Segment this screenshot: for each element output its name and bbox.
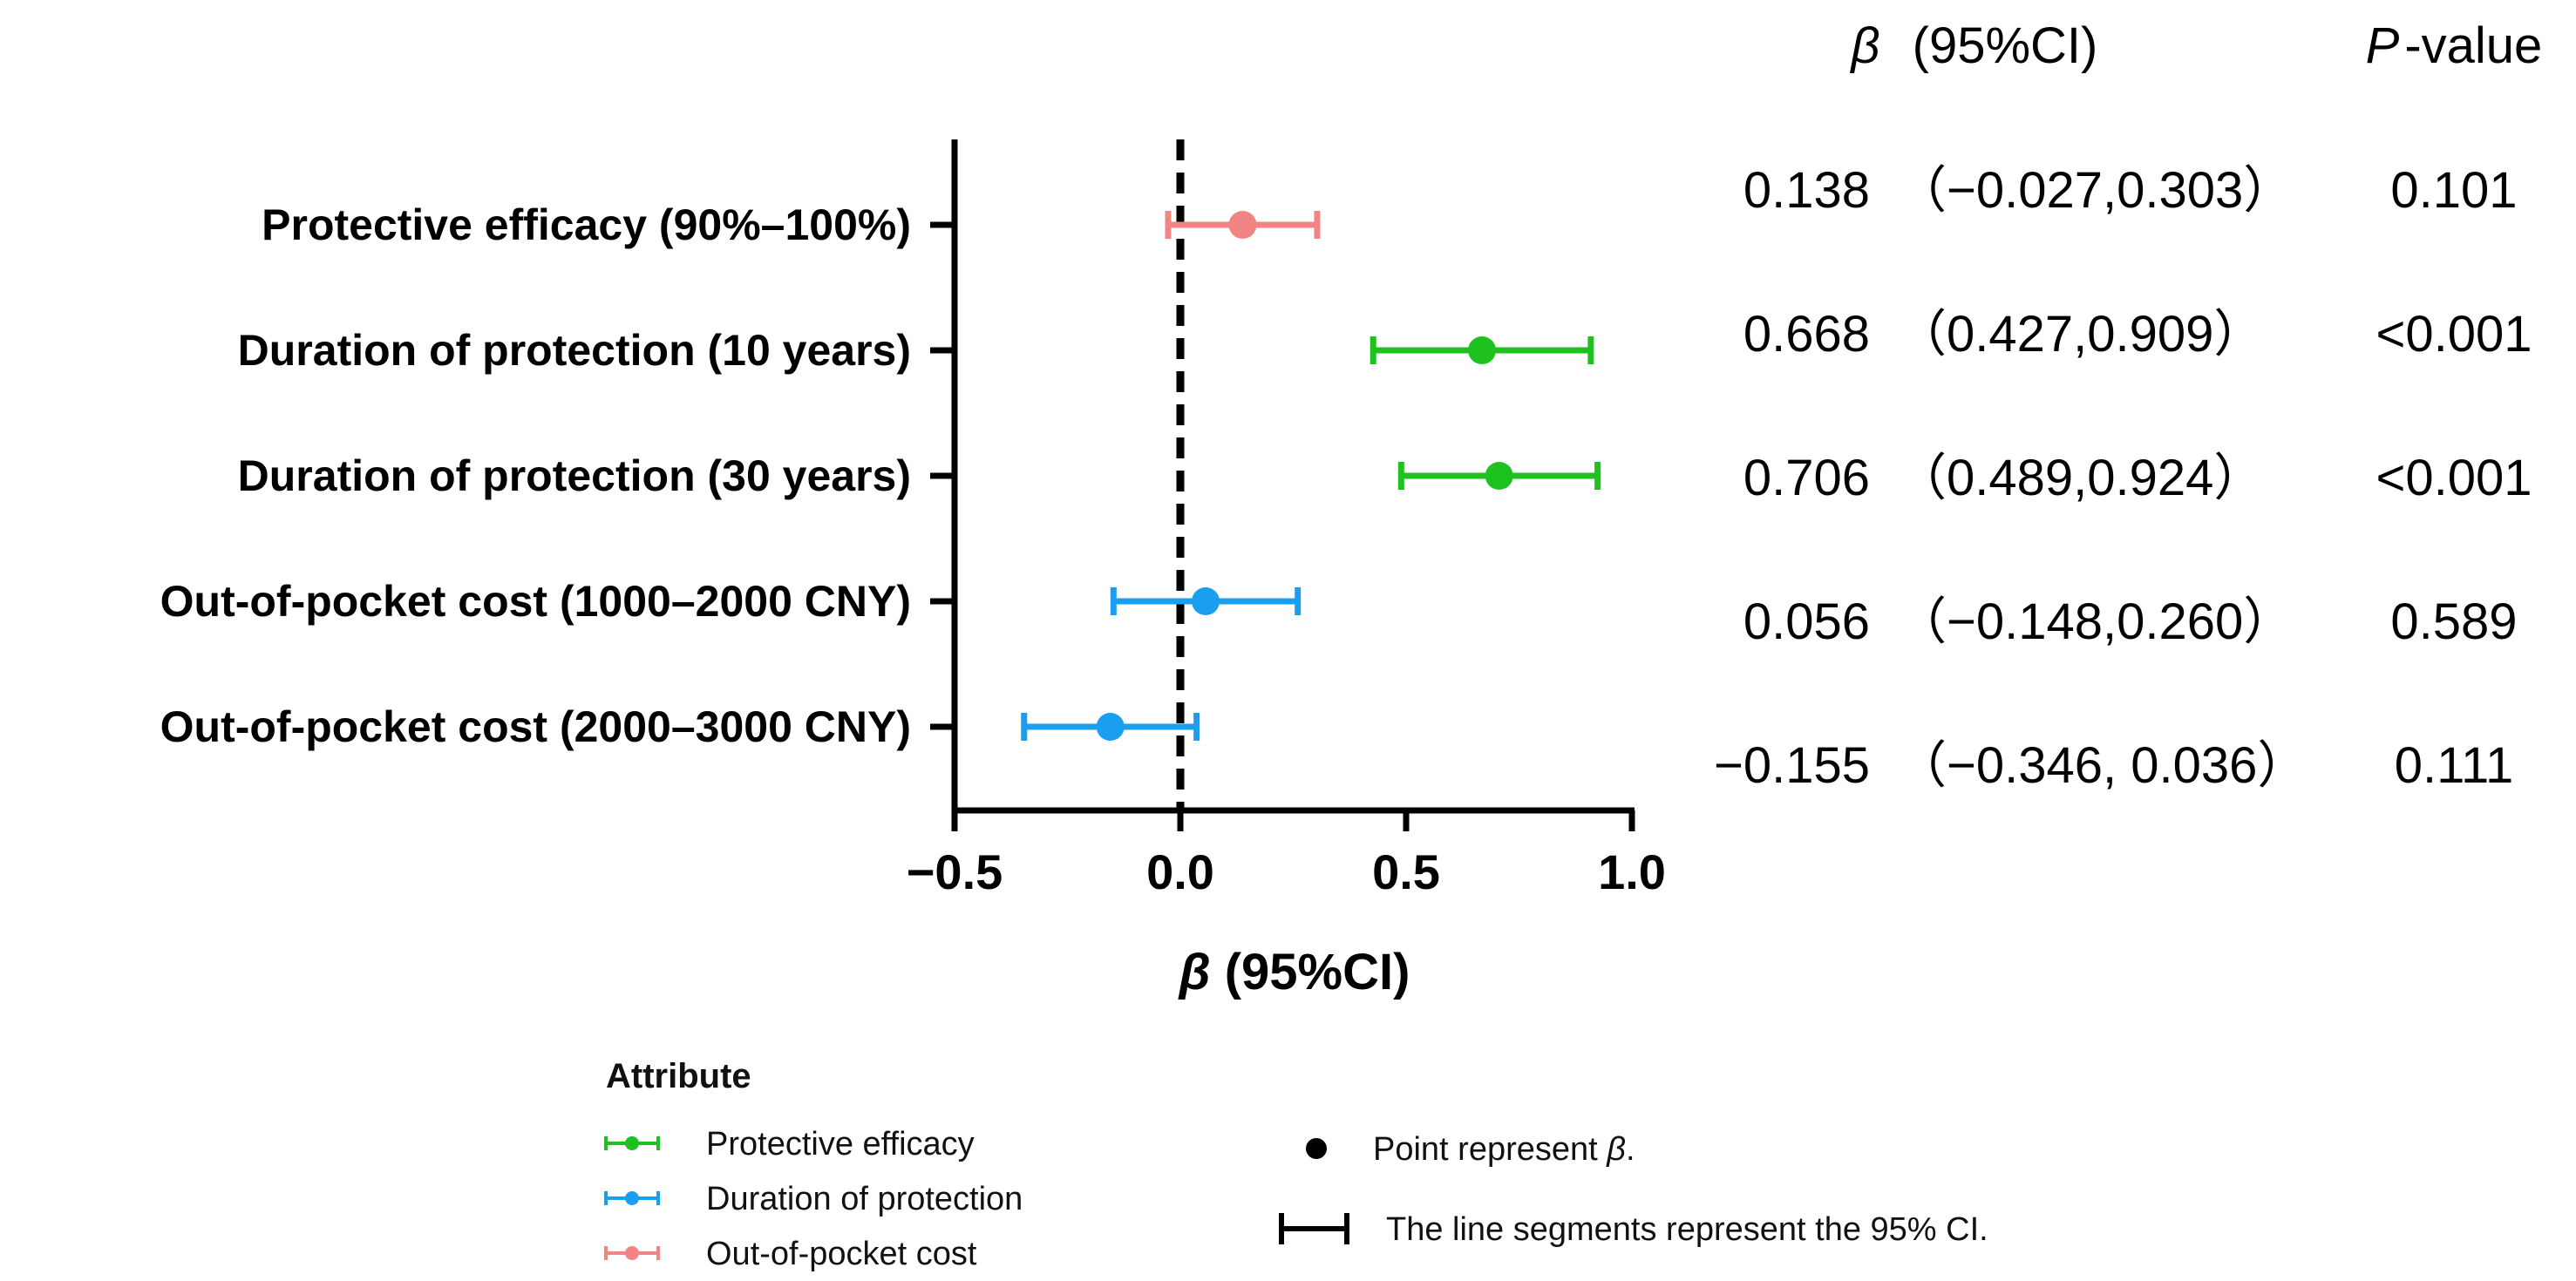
ci-value: （0.489,0.924） bbox=[1896, 450, 2264, 506]
results-table: β (95%CI) P -value 0.138 （−0.027,0.303） 0.1… bbox=[1714, 17, 2542, 794]
legend-title: Attribute bbox=[606, 1057, 751, 1095]
beta-point bbox=[1228, 211, 1257, 239]
beta-value: 0.668 bbox=[1743, 306, 1870, 363]
ci-value: （−0.027,0.303） bbox=[1896, 162, 2294, 219]
beta-value: 0.706 bbox=[1743, 450, 1870, 506]
row-label: Duration of protection (10 years) bbox=[238, 326, 911, 375]
p-value: <0.001 bbox=[2375, 450, 2532, 506]
row-label: Out-of-pocket cost (1000–2000 CNY) bbox=[160, 577, 911, 626]
x-tick-label: 0.5 bbox=[1372, 844, 1440, 899]
legend-item-label: Protective efficacy bbox=[706, 1126, 975, 1162]
header-p-value: P -value bbox=[2366, 17, 2543, 74]
legend-dot bbox=[625, 1246, 639, 1260]
plot-rows: Protective efficacy (90%–100%) Duration o… bbox=[160, 200, 1601, 751]
header-beta: β bbox=[1849, 17, 1879, 74]
p-value: 0.101 bbox=[2390, 162, 2517, 219]
p-value: 0.589 bbox=[2390, 593, 2517, 650]
beta-point bbox=[1192, 587, 1220, 615]
row-label: Out-of-pocket cost (2000–3000 CNY) bbox=[160, 702, 911, 751]
legend-dot bbox=[625, 1136, 639, 1150]
x-axis-title: β (95%CI) bbox=[1178, 944, 1410, 1000]
ci-value: （−0.346, 0.036） bbox=[1896, 737, 2308, 794]
header-ci: (95%CI) bbox=[1913, 17, 2098, 74]
legend-note-point: Point represent β. bbox=[1373, 1131, 1635, 1168]
ci-value: （0.427,0.909） bbox=[1896, 306, 2264, 363]
plot-axes: −0.5 0.0 0.5 1.0 β (95%CI) bbox=[907, 139, 1666, 1000]
row-label: Duration of protection (30 years) bbox=[238, 451, 911, 500]
row-label: Protective efficacy (90%–100%) bbox=[262, 200, 911, 249]
legend-note-ci: The line segments represent the 95% CI. bbox=[1386, 1211, 1988, 1248]
beta-value: −0.155 bbox=[1714, 737, 1870, 794]
x-tick-label: 0.0 bbox=[1146, 844, 1214, 899]
x-tick-label: −0.5 bbox=[907, 844, 1003, 899]
legend-item-label: Duration of protection bbox=[706, 1181, 1023, 1217]
beta-point bbox=[1096, 713, 1125, 741]
legend-dot bbox=[625, 1191, 639, 1205]
p-value: 0.111 bbox=[2395, 737, 2514, 794]
beta-point bbox=[1468, 336, 1497, 364]
legend-item-label: Out-of-pocket cost bbox=[706, 1236, 977, 1272]
beta-value: 0.138 bbox=[1743, 162, 1870, 219]
point-symbol-icon bbox=[1306, 1138, 1327, 1159]
ci-value: （−0.148,0.260） bbox=[1896, 593, 2294, 650]
p-value: <0.001 bbox=[2375, 306, 2532, 363]
beta-value: 0.056 bbox=[1743, 593, 1870, 650]
legend: Attribute Protective efficacy Duration of… bbox=[604, 1057, 1988, 1272]
x-tick-label: 1.0 bbox=[1598, 844, 1666, 899]
beta-point bbox=[1485, 462, 1513, 490]
